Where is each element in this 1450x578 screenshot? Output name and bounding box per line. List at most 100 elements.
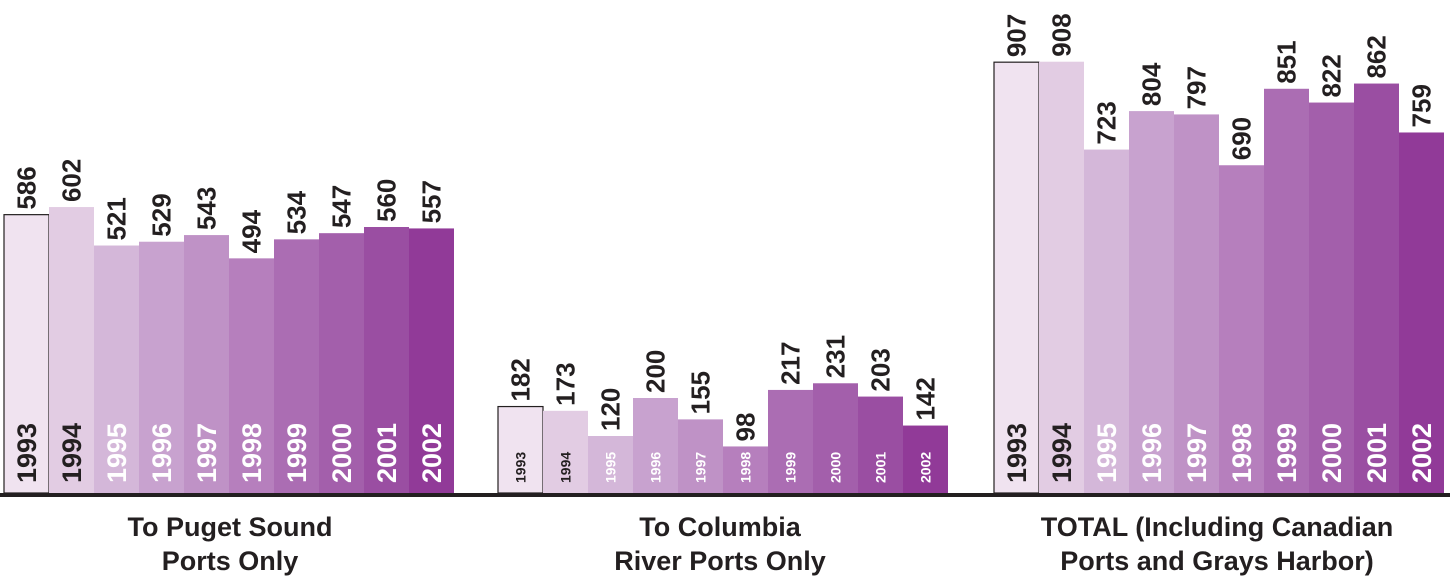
- year-label: 1993: [1002, 423, 1032, 483]
- bar: [633, 398, 678, 493]
- value-label: 862: [1362, 35, 1392, 78]
- bar: [229, 258, 274, 493]
- bar: [813, 383, 858, 493]
- year-label: 2001: [873, 452, 889, 483]
- bar: [543, 410, 588, 493]
- bar: [49, 207, 94, 494]
- value-label: 200: [641, 350, 671, 393]
- year-label: 1997: [693, 452, 709, 483]
- value-label: 560: [372, 179, 402, 222]
- bar-group-1: 586 1993 602 1994 521 1995 529 1996 543 1997 494 19…: [3, 159, 454, 494]
- bar: [678, 419, 723, 493]
- bar: [184, 235, 229, 493]
- group-title-columbia-river: To Columbia River Ports Only: [490, 510, 950, 578]
- year-label: 1993: [513, 452, 529, 483]
- bar: [364, 227, 409, 493]
- year-label: 1995: [1092, 423, 1122, 483]
- group-title-line-1: To Puget Sound: [127, 512, 333, 542]
- bar-group-2: 182 1993 173 1994 120 1995 200 1996 155 1997 98 199…: [497, 335, 948, 494]
- bar: [409, 228, 454, 494]
- bar: [1129, 111, 1174, 493]
- bar: [858, 396, 903, 493]
- bar: [3, 214, 50, 494]
- year-label: 1994: [57, 423, 87, 483]
- value-label: 231: [821, 335, 851, 378]
- value-label: 908: [1047, 13, 1077, 56]
- value-label: 521: [102, 197, 132, 240]
- group-title-line-1: TOTAL (Including Canadian: [1040, 512, 1394, 542]
- year-label: 1993: [12, 423, 42, 483]
- bar: [1354, 83, 1399, 494]
- year-label: 1998: [738, 452, 754, 483]
- bar: [768, 389, 813, 493]
- value-label: 494: [237, 209, 267, 253]
- baseline-axis: [0, 493, 1450, 497]
- year-label: 2002: [417, 423, 447, 483]
- year-label: 1996: [648, 452, 664, 483]
- value-label: 203: [866, 348, 896, 391]
- year-label: 1995: [102, 423, 132, 483]
- value-label: 822: [1317, 54, 1347, 97]
- value-label: 173: [551, 362, 581, 405]
- value-label: 851: [1272, 40, 1302, 83]
- bar: [1084, 149, 1129, 493]
- year-label: 1997: [192, 423, 222, 483]
- bar: [139, 241, 184, 493]
- value-label: 142: [911, 377, 941, 420]
- year-label: 2002: [918, 452, 934, 483]
- value-label: 155: [686, 371, 716, 414]
- value-label: 557: [417, 180, 447, 223]
- group-title-line-1: To Columbia: [639, 512, 801, 542]
- value-label: 217: [776, 342, 806, 385]
- value-label: 534: [282, 190, 312, 234]
- year-label: 2001: [372, 423, 402, 483]
- year-label: 2000: [828, 452, 844, 483]
- year-label: 1999: [783, 452, 799, 483]
- value-label: 907: [1002, 14, 1032, 57]
- value-label: 759: [1407, 84, 1437, 127]
- value-label: 98: [731, 413, 761, 442]
- bar: [1264, 88, 1309, 494]
- year-label: 2000: [327, 423, 357, 483]
- bar: [588, 436, 633, 493]
- bar: [94, 245, 139, 493]
- value-label: 797: [1182, 66, 1212, 109]
- value-label: 120: [596, 388, 626, 431]
- value-label: 723: [1092, 101, 1122, 144]
- bar-group-3: 907 1993 908 1994 723 1995 804 1996 797 1997 690 19…: [993, 13, 1444, 494]
- bar: [319, 233, 364, 494]
- year-label: 1998: [1227, 423, 1257, 483]
- group-title-puget-sound: To Puget Sound Ports Only: [0, 510, 460, 578]
- value-label: 586: [12, 166, 42, 209]
- year-label: 1996: [147, 423, 177, 483]
- bar: [274, 239, 319, 493]
- bar: [1309, 102, 1354, 494]
- group-title-line-2: Ports and Grays Harbor): [1060, 546, 1374, 576]
- value-label: 529: [147, 193, 177, 236]
- year-label: 2001: [1362, 423, 1392, 483]
- bar: [723, 446, 768, 493]
- year-label: 1996: [1137, 423, 1167, 483]
- value-label: 804: [1137, 62, 1167, 106]
- year-label: 2000: [1317, 423, 1347, 483]
- year-label: 1998: [237, 423, 267, 483]
- value-label: 182: [506, 358, 536, 401]
- bar: [1174, 114, 1219, 494]
- bar: [1039, 61, 1084, 493]
- group-title-line-2: River Ports Only: [614, 546, 826, 576]
- value-label: 543: [192, 187, 222, 230]
- value-label: 690: [1227, 117, 1257, 160]
- year-label: 2002: [1407, 423, 1437, 483]
- year-label: 1994: [558, 452, 574, 483]
- year-label: 1995: [603, 452, 619, 483]
- group-title-line-2: Ports Only: [161, 546, 299, 576]
- group-title-total: TOTAL (Including Canadian Ports and Gray…: [987, 510, 1447, 578]
- value-label: 547: [327, 185, 357, 228]
- bar: [993, 61, 1040, 494]
- bar: [1399, 132, 1444, 493]
- year-label: 1994: [1047, 423, 1077, 483]
- year-label: 1997: [1182, 423, 1212, 483]
- bar: [1219, 165, 1264, 493]
